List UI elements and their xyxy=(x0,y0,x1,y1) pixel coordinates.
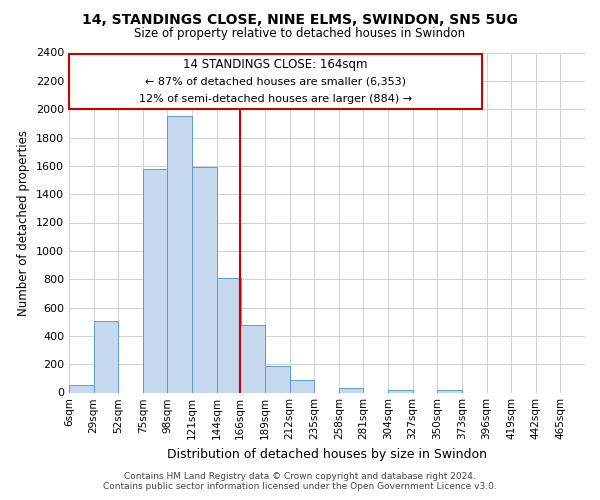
Bar xyxy=(290,380,314,392)
Text: Size of property relative to detached houses in Swindon: Size of property relative to detached ho… xyxy=(134,28,466,40)
Text: 12% of semi-detached houses are larger (884) →: 12% of semi-detached houses are larger (… xyxy=(139,94,412,104)
FancyBboxPatch shape xyxy=(69,54,482,109)
Text: 14, STANDINGS CLOSE, NINE ELMS, SWINDON, SN5 5UG: 14, STANDINGS CLOSE, NINE ELMS, SWINDON,… xyxy=(82,12,518,26)
Bar xyxy=(388,390,413,392)
Y-axis label: Number of detached properties: Number of detached properties xyxy=(17,130,31,316)
Text: Contains HM Land Registry data © Crown copyright and database right 2024.
Contai: Contains HM Land Registry data © Crown c… xyxy=(103,472,497,491)
Text: ← 87% of detached houses are smaller (6,353): ← 87% of detached houses are smaller (6,… xyxy=(145,76,406,86)
Bar xyxy=(437,390,462,392)
Text: 14 STANDINGS CLOSE: 164sqm: 14 STANDINGS CLOSE: 164sqm xyxy=(184,58,368,71)
Bar xyxy=(192,167,217,392)
Bar xyxy=(339,388,364,392)
Bar xyxy=(143,168,167,392)
Bar xyxy=(240,324,265,392)
Bar xyxy=(265,366,290,392)
Bar xyxy=(167,116,192,392)
Bar xyxy=(217,278,241,392)
X-axis label: Distribution of detached houses by size in Swindon: Distribution of detached houses by size … xyxy=(167,448,487,461)
Bar xyxy=(69,384,94,392)
Bar xyxy=(94,321,118,392)
